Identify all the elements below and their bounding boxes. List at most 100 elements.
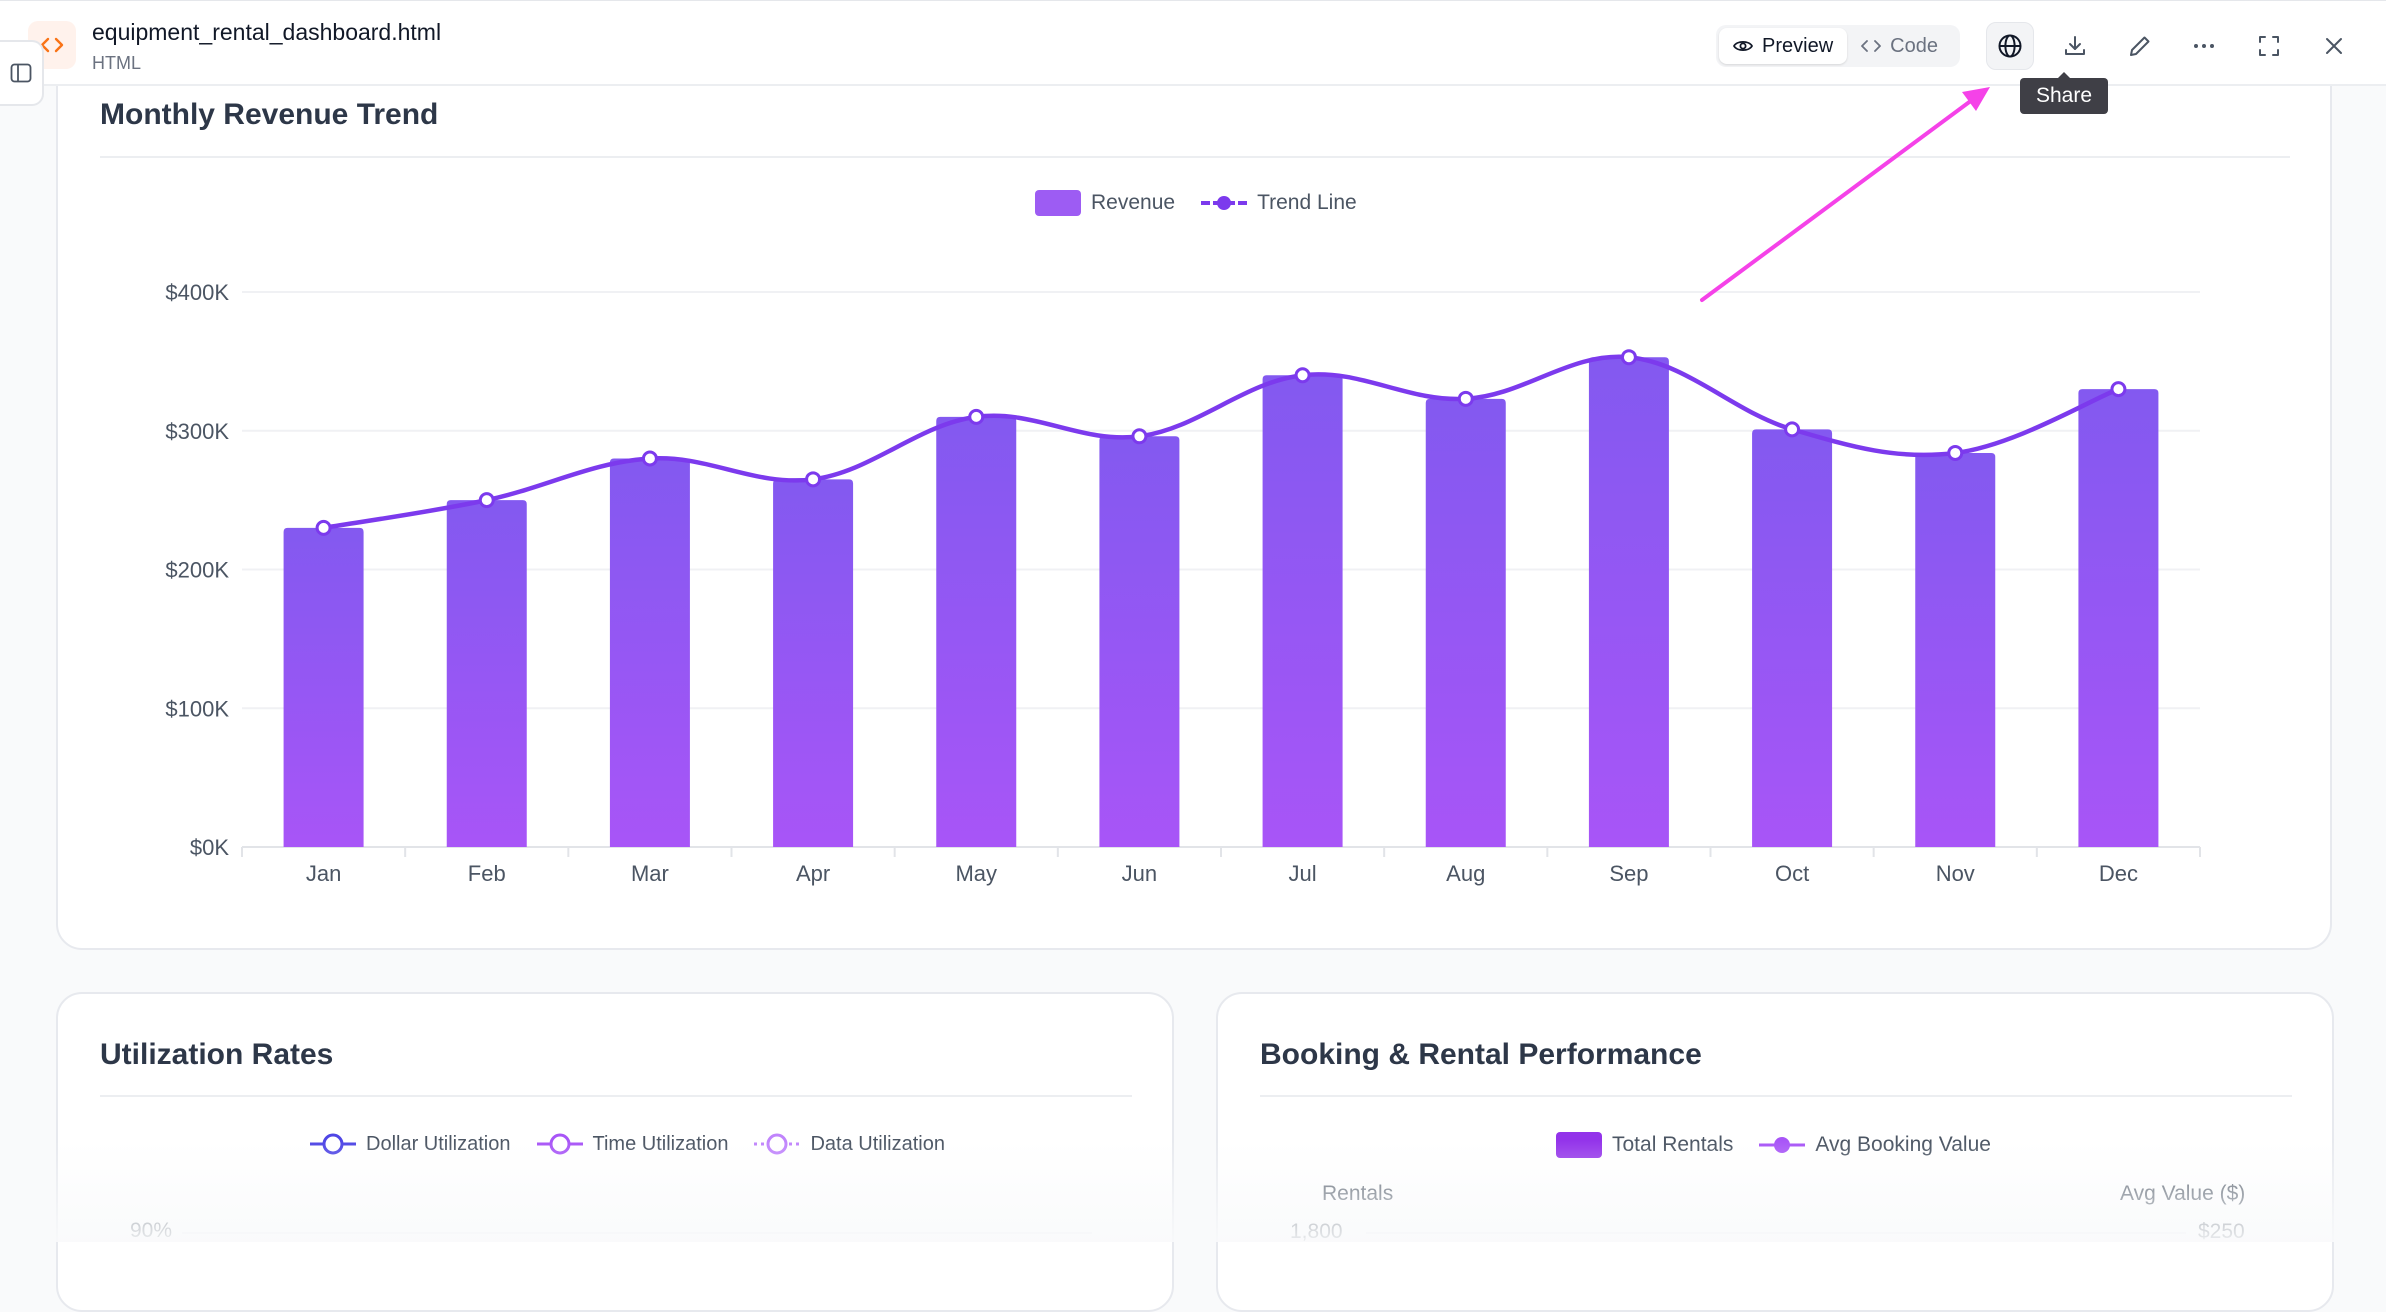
booking-gridline — [1366, 1232, 2186, 1234]
revenue-xtick-label: Nov — [1936, 861, 1975, 886]
revenue-xtick-label: Aug — [1446, 861, 1485, 886]
revenue-bar[interactable] — [609, 458, 690, 848]
revenue-xtick-label: Feb — [468, 861, 506, 886]
revenue-bar[interactable] — [773, 479, 854, 847]
legend-data-utilization[interactable]: Data Utilization — [754, 1131, 945, 1157]
total-rentals-swatch — [1556, 1132, 1602, 1158]
legend-trend-label: Trend Line — [1257, 191, 1357, 214]
expand-icon — [2259, 36, 2279, 56]
view-mode-toggle: Preview Code — [1716, 25, 1960, 67]
code-label: Code — [1890, 34, 1938, 57]
share-button[interactable] — [1986, 22, 2034, 70]
more-options-button[interactable] — [2180, 22, 2228, 70]
close-button[interactable] — [2310, 22, 2358, 70]
revenue-xtick-label: Jul — [1289, 861, 1317, 886]
download-button[interactable] — [2051, 22, 2099, 70]
revenue-card-title: Monthly Revenue Trend — [100, 98, 439, 131]
pencil-icon — [2130, 36, 2150, 56]
booking-card-title: Booking & Rental Performance — [1260, 1038, 1702, 1071]
revenue-legend: Revenue Trend Line — [1035, 190, 1383, 216]
revenue-trend-point[interactable] — [1620, 349, 1637, 366]
revenue-trend-point[interactable] — [2110, 381, 2127, 398]
legend-revenue[interactable]: Revenue — [1035, 190, 1175, 216]
revenue-bar[interactable] — [283, 527, 364, 847]
revenue-ytick-label: $100K — [165, 696, 229, 721]
revenue-chart: $0K $100K $200K $300K $400K Jan Feb Mar Apr May Ju… — [165, 280, 2201, 886]
share-tooltip: Share — [2020, 72, 2108, 114]
revenue-xtick-label: Sep — [1609, 861, 1648, 886]
revenue-trend-point[interactable] — [1784, 421, 1801, 438]
legend-trend[interactable]: Trend Line — [1201, 190, 1357, 216]
revenue-trend-point[interactable] — [641, 450, 658, 467]
fullscreen-button[interactable] — [2245, 22, 2293, 70]
trend-line-swatch — [1201, 196, 1248, 210]
revenue-ytick-label: $300K — [165, 419, 229, 444]
revenue-bar[interactable] — [1752, 429, 1833, 847]
legend-rentals-label: Total Rentals — [1612, 1133, 1734, 1156]
revenue-bar[interactable] — [1915, 452, 1996, 847]
download-icon — [2065, 36, 2085, 55]
avg-booking-swatch — [1759, 1137, 1806, 1153]
utilization-gridline — [182, 1232, 1092, 1234]
file-title: equipment_rental_dashboard.html — [92, 19, 442, 45]
revenue-trend-point[interactable] — [1947, 444, 1964, 461]
revenue-xtick-label: Mar — [631, 861, 669, 886]
legend-avg-label: Avg Booking Value — [1815, 1133, 1991, 1156]
revenue-bar[interactable] — [936, 416, 1017, 847]
more-horizontal-icon — [2194, 44, 2214, 48]
revenue-xtick-label: Jun — [1122, 861, 1157, 886]
revenue-card-divider — [100, 156, 2290, 158]
revenue-trend-point[interactable] — [805, 471, 822, 488]
legend-time-utilization[interactable]: Time Utilization — [536, 1131, 729, 1157]
file-type-label: HTML — [92, 53, 141, 73]
revenue-xtick-label: Dec — [2099, 861, 2138, 886]
booking-card-divider — [1260, 1095, 2292, 1097]
booking-legend: Total Rentals Avg Booking Value — [1556, 1132, 2017, 1158]
utilization-card-title: Utilization Rates — [100, 1038, 334, 1071]
preview-label: Preview — [1762, 34, 1834, 57]
revenue-trend-point[interactable] — [1131, 428, 1148, 445]
globe-icon — [1998, 34, 2022, 58]
revenue-bar[interactable] — [1099, 436, 1180, 847]
legend-avg-booking-value[interactable]: Avg Booking Value — [1759, 1132, 1991, 1158]
revenue-trend-point[interactable] — [1457, 390, 1474, 407]
legend-revenue-label: Revenue — [1091, 191, 1176, 214]
revenue-xtick-label: Apr — [796, 861, 830, 886]
preview-tab[interactable]: Preview — [1719, 28, 1848, 64]
utilization-ytick-90: 90% — [130, 1219, 173, 1242]
code-icon — [1861, 40, 1882, 52]
revenue-bar[interactable] — [1262, 375, 1343, 847]
legend-dollar-label: Dollar Utilization — [366, 1132, 511, 1155]
booking-left-ytick: 1,800 — [1290, 1220, 1343, 1243]
code-tab[interactable]: Code — [1847, 28, 1952, 64]
dollar-utilization-swatch — [310, 1133, 356, 1155]
revenue-xtick-label: Jan — [306, 861, 341, 886]
time-utilization-swatch — [536, 1133, 583, 1155]
revenue-xtick-label: Oct — [1775, 861, 1809, 886]
revenue-ytick-label: $0K — [190, 835, 229, 860]
legend-data-label: Data Utilization — [810, 1132, 945, 1155]
revenue-bar[interactable] — [1425, 398, 1506, 847]
revenue-bar[interactable] — [446, 500, 527, 847]
revenue-trend-point[interactable] — [478, 492, 495, 509]
legend-dollar-utilization[interactable]: Dollar Utilization — [310, 1131, 511, 1157]
revenue-trend-line — [323, 354, 2120, 531]
revenue-trend-point[interactable] — [968, 408, 985, 425]
revenue-ytick-label: $200K — [165, 558, 229, 583]
revenue-trend-point[interactable] — [1294, 367, 1311, 384]
revenue-ytick-label: $400K — [165, 280, 229, 305]
revenue-trend-point[interactable] — [315, 519, 332, 536]
revenue-bar[interactable] — [2078, 389, 2159, 847]
data-utilization-swatch — [754, 1133, 801, 1155]
legend-time-label: Time Utilization — [592, 1132, 729, 1155]
revenue-bar[interactable] — [1588, 357, 1669, 847]
sidebar-toggle-button[interactable] — [0, 40, 44, 106]
edit-button[interactable] — [2116, 22, 2164, 70]
eye-icon — [1733, 40, 1753, 52]
artifact-header: equipment_rental_dashboard.html HTML Pre… — [0, 0, 2386, 86]
booking-left-axis-label: Rentals — [1322, 1182, 1394, 1205]
booking-right-axis-label: Avg Value ($) — [2120, 1182, 2246, 1205]
utilization-card-divider — [100, 1095, 1132, 1097]
sidebar-panel-icon — [10, 63, 32, 83]
legend-total-rentals[interactable]: Total Rentals — [1556, 1132, 1733, 1158]
